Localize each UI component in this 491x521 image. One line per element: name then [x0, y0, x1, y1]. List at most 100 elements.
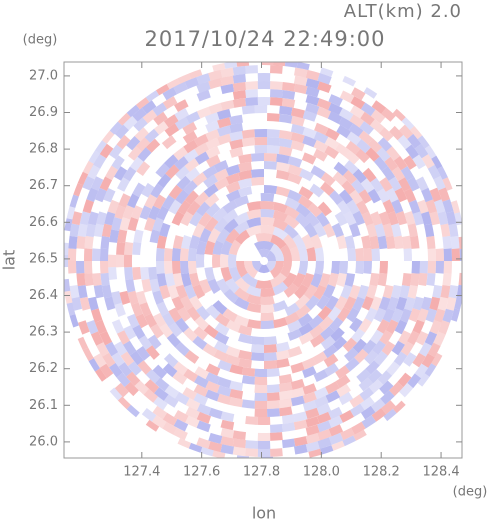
radar-cell — [123, 340, 137, 356]
radar-cell — [254, 104, 268, 114]
radar-cell — [392, 108, 406, 122]
radar-cell — [123, 166, 137, 182]
radar-cell — [270, 243, 284, 261]
radar-cell — [220, 240, 233, 256]
radar-cell — [162, 96, 178, 110]
radar-cell — [459, 248, 462, 261]
radar-cell — [327, 111, 343, 124]
radar-cell — [333, 161, 349, 176]
radar-cell — [370, 398, 386, 413]
radar-cell — [181, 235, 192, 250]
radar-cell — [301, 152, 317, 165]
radar-cell — [398, 330, 411, 345]
radar-cell — [234, 277, 250, 293]
radar-cell — [351, 421, 366, 435]
radar-cell — [283, 224, 299, 239]
radar-cell — [294, 444, 308, 455]
radar-cell — [175, 317, 190, 333]
radar-cell — [192, 335, 208, 350]
radar-cell — [282, 272, 297, 288]
radar-cell — [134, 127, 149, 142]
radar-cell — [151, 415, 167, 429]
radar-cell — [235, 261, 248, 278]
radar-cell — [381, 341, 396, 356]
radar-cell — [92, 248, 101, 261]
radar-cell — [180, 211, 194, 227]
radar-cell — [114, 205, 126, 220]
radar-cell — [370, 177, 384, 193]
x-tick-label: 128.4 — [422, 465, 459, 480]
radar-cell — [320, 67, 334, 77]
radar-cell — [320, 445, 334, 455]
radar-cell — [204, 240, 216, 255]
radar-cell — [142, 109, 158, 124]
radar-cell — [345, 357, 360, 372]
radar-cell — [418, 342, 432, 357]
radar-cell — [136, 161, 151, 176]
radar-cell — [356, 368, 371, 383]
radar-cell — [324, 145, 339, 159]
radar-cell — [293, 83, 308, 95]
radar-cell — [254, 368, 268, 378]
radar-cell — [188, 247, 197, 261]
radar-cell — [100, 248, 109, 261]
radar-cell — [212, 253, 221, 269]
radar-cell — [186, 200, 201, 216]
radar-cell — [232, 90, 247, 100]
radar-cell — [438, 320, 450, 335]
radar-cell — [182, 387, 198, 401]
radar-cell — [225, 346, 241, 358]
radar-cell — [174, 410, 189, 423]
radar-cell — [456, 284, 462, 298]
radar-cell — [260, 320, 275, 329]
radar-cell — [214, 331, 230, 345]
radar-cell — [384, 156, 399, 172]
radar-cell — [117, 229, 128, 243]
radar-cell — [434, 199, 446, 214]
radar-cell — [394, 319, 408, 335]
radar-cell — [250, 168, 264, 178]
x-tick-label: 127.8 — [243, 465, 280, 480]
radar-cell — [93, 353, 107, 368]
radar-cell — [352, 168, 367, 184]
radar-cell — [96, 211, 107, 226]
radar-cell — [174, 99, 189, 112]
radar-cell — [313, 369, 329, 382]
radar-cell — [276, 161, 290, 173]
radar-cell — [427, 342, 441, 358]
radar-cell — [189, 272, 201, 287]
radar-cell — [229, 380, 244, 392]
radar-cell — [302, 127, 317, 139]
radar-cell — [246, 209, 261, 220]
radar-cell — [214, 168, 229, 182]
radar-cell — [104, 296, 116, 311]
radar-cell — [343, 211, 357, 226]
radar-cell — [194, 316, 209, 331]
radar-cell — [305, 441, 320, 453]
radar-cell — [123, 325, 137, 340]
radar-cell — [156, 273, 167, 287]
radar-cell — [267, 145, 280, 154]
radar-cell — [153, 312, 167, 328]
radar-cell — [391, 308, 404, 323]
radar-cell — [247, 319, 261, 329]
radar-cell — [156, 248, 165, 261]
radar-cell — [66, 206, 76, 220]
radar-cell — [270, 234, 287, 250]
radar-cell — [292, 234, 306, 250]
radar-cell — [212, 63, 226, 72]
radar-cell — [382, 308, 395, 323]
radar-cell — [260, 287, 276, 297]
radar-cell — [241, 375, 255, 385]
radar-cell — [302, 366, 317, 379]
radar-cell — [284, 311, 300, 325]
radar-cell — [290, 362, 305, 374]
radar-cell — [407, 373, 422, 389]
radar-cell — [320, 335, 336, 350]
radar-cell — [349, 317, 363, 333]
radar-cell — [305, 102, 320, 115]
radar-cell — [102, 130, 115, 144]
radar-cell — [361, 235, 372, 249]
radar-cell — [316, 106, 332, 119]
radar-cell — [171, 296, 185, 311]
